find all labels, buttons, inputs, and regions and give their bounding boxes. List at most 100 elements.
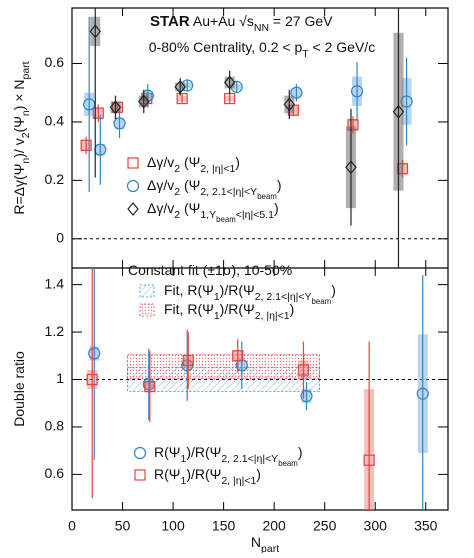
- text-sub: beam: [278, 459, 298, 468]
- text-part: ): [274, 200, 279, 216]
- text-part: 2, 2.1<|η|<Y: [221, 453, 278, 465]
- annotation: Constant fit (±1σ), 10-50%: [128, 262, 292, 278]
- legend-label: R(Ψ1)/R(Ψ2, |η|<1): [154, 466, 261, 487]
- text-sub: 2, |η|<1: [200, 163, 235, 175]
- fit-band: [127, 354, 321, 379]
- text-part: = 27 GeV: [269, 13, 333, 29]
- marker: [392, 104, 405, 119]
- text-part: ) × N: [11, 80, 27, 111]
- text-part: )/ v: [11, 138, 27, 157]
- plot-area: [72, 8, 448, 268]
- text-part: 0-80% Centrality, 0.2 < p: [149, 39, 303, 55]
- text-sub: 2: [174, 209, 180, 221]
- marker: [89, 24, 102, 39]
- x-tick-label: 250: [313, 518, 337, 534]
- marker: [127, 157, 139, 169]
- marker: [113, 117, 126, 130]
- text-sub: NN: [254, 22, 269, 34]
- text-part: )/R(Ψ: [220, 301, 255, 317]
- text-part: (Ψ: [180, 154, 200, 170]
- text-part: ): [331, 282, 336, 298]
- text-bold: STAR: [150, 13, 190, 30]
- marker: [297, 364, 310, 376]
- text-sub: 2: [20, 132, 32, 138]
- text-sub: 2, 2.1<|η|<Ybeam: [221, 453, 298, 468]
- text-sub: beam: [312, 297, 332, 306]
- marker: [176, 92, 188, 105]
- marker: [283, 97, 296, 112]
- text-part: N: [251, 534, 261, 550]
- text-part: 1,Y: [200, 209, 216, 221]
- marker: [92, 107, 104, 119]
- text-part: )/R(Ψ: [186, 466, 221, 482]
- text-sub: part: [20, 61, 32, 79]
- marker: [88, 347, 101, 360]
- text-sub: 2, |η|<1: [255, 310, 290, 322]
- subtitle: 0-80% Centrality, 0.2 < pT < 2 GeV/c: [149, 39, 375, 60]
- y-tick-label: 0: [56, 229, 64, 245]
- x-tick-label: 300: [364, 518, 388, 534]
- marker: [363, 454, 375, 466]
- y-tick-label: 0.6: [45, 465, 65, 481]
- legend-label: Δγ/v2 (Ψ2, |η|<1): [147, 154, 240, 175]
- text-part: )/R(Ψ: [220, 282, 255, 298]
- marker: [137, 94, 150, 109]
- marker: [134, 469, 146, 481]
- legend-label: Fit, R(Ψ1)/R(Ψ2, |η|<1): [164, 301, 294, 322]
- y-axis-label: Double ratio: [11, 351, 27, 427]
- plot-area: [72, 268, 448, 510]
- text-sub: beam: [257, 192, 277, 201]
- text-part: 2, 2.1<|η|<Y: [255, 291, 312, 303]
- marker: [235, 359, 248, 372]
- text-part: R(Ψ: [154, 444, 180, 460]
- marker: [144, 381, 156, 393]
- text-sub: n: [20, 158, 32, 164]
- legend-label: Δγ/v2 (Ψ1,Ybeam<|η|<5.1): [147, 200, 279, 224]
- text-part: )/R(Ψ: [186, 444, 221, 460]
- text-sub: 2, 2.1<|η|<Ybeam: [255, 291, 332, 306]
- text-sub: beam: [216, 215, 236, 224]
- text-part: <|η|<5.1: [236, 209, 274, 221]
- text-sub: 2: [174, 186, 180, 198]
- y-tick-label: 0.6: [45, 54, 65, 70]
- marker: [86, 373, 98, 386]
- text-sub: n: [20, 110, 32, 116]
- marker: [416, 387, 429, 400]
- y-tick-label: 0.2: [45, 171, 65, 187]
- text-sub: part: [261, 543, 279, 553]
- text-part: Fit, R(Ψ: [164, 301, 214, 317]
- marker: [300, 390, 313, 403]
- text-part: ): [235, 154, 240, 170]
- x-tick-label: 0: [68, 518, 76, 534]
- text-part: Δγ/v: [147, 154, 174, 170]
- text-part: ): [290, 301, 295, 317]
- text-sub: 1: [180, 475, 186, 487]
- text-part: ): [277, 177, 282, 193]
- text-part: Fit, R(Ψ: [164, 282, 214, 298]
- text-part: 2, 2.1<|η|<Y: [200, 186, 257, 198]
- text-sub: T: [302, 48, 309, 60]
- y-tick-label: 1.4: [45, 275, 65, 291]
- text-sub: 1: [180, 453, 186, 465]
- y-tick-label: 0.8: [45, 418, 65, 434]
- marker: [182, 354, 194, 367]
- legend-label: R(Ψ1)/R(Ψ2, 2.1<|η|<Ybeam): [154, 444, 303, 468]
- frame: [71, 7, 449, 511]
- text-part: (Ψ: [180, 177, 200, 193]
- text-part: Au+Au: [190, 13, 239, 29]
- text-part: Δγ/v: [147, 177, 174, 193]
- text-sub: 2, |η|<1: [221, 475, 256, 487]
- marker: [127, 202, 139, 216]
- marker: [126, 179, 140, 193]
- text-sub: 1,Ybeam<|η|<5.1: [200, 209, 274, 224]
- x-tick-label: 200: [262, 518, 286, 534]
- x-tick-label: 50: [115, 518, 131, 534]
- x-tick-label: 350: [414, 518, 438, 534]
- legend-swatch: [139, 284, 155, 298]
- y-tick-label: 1.2: [45, 323, 65, 339]
- text-part: √s: [239, 13, 254, 29]
- x-axis-label: Npart: [251, 534, 279, 553]
- text-part: (Ψ: [11, 116, 27, 132]
